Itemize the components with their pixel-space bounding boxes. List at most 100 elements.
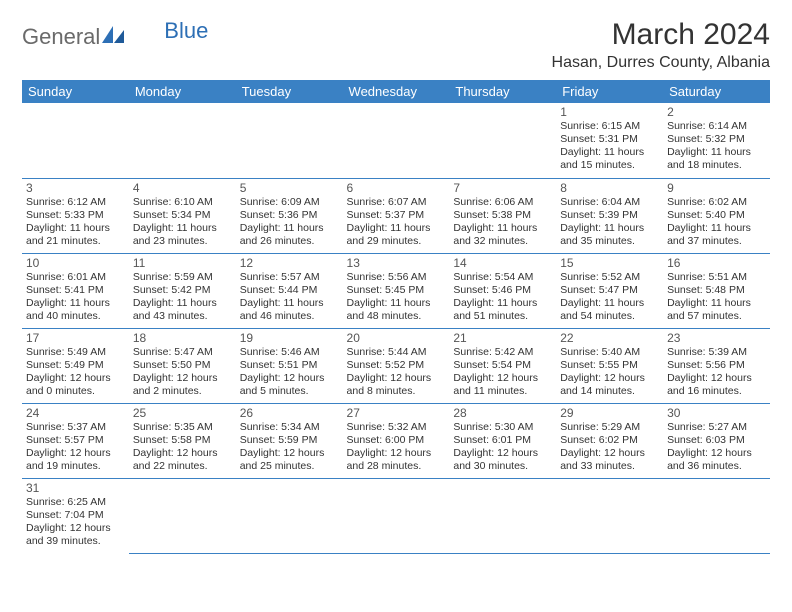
calendar-cell: 19Sunrise: 5:46 AMSunset: 5:51 PMDayligh… <box>236 328 343 403</box>
calendar-row: 10Sunrise: 6:01 AMSunset: 5:41 PMDayligh… <box>22 253 770 328</box>
weekday-header: Sunday <box>22 80 129 103</box>
calendar-cell: 23Sunrise: 5:39 AMSunset: 5:56 PMDayligh… <box>663 328 770 403</box>
calendar-cell: 31Sunrise: 6:25 AMSunset: 7:04 PMDayligh… <box>22 478 129 553</box>
calendar-cell-empty <box>343 478 450 553</box>
day-number: 19 <box>240 331 339 345</box>
logo-sail-icon <box>102 24 124 50</box>
day-info: Sunrise: 6:01 AMSunset: 5:41 PMDaylight:… <box>26 271 125 324</box>
day-number: 3 <box>26 181 125 195</box>
header: General Blue March 2024 Hasan, Durres Co… <box>22 18 770 72</box>
calendar-cell: 22Sunrise: 5:40 AMSunset: 5:55 PMDayligh… <box>556 328 663 403</box>
day-number: 23 <box>667 331 766 345</box>
day-number: 9 <box>667 181 766 195</box>
weekday-header: Friday <box>556 80 663 103</box>
day-info: Sunrise: 6:07 AMSunset: 5:37 PMDaylight:… <box>347 196 446 249</box>
title-block: March 2024 Hasan, Durres County, Albania <box>552 18 770 72</box>
calendar-cell: 16Sunrise: 5:51 AMSunset: 5:48 PMDayligh… <box>663 253 770 328</box>
day-info: Sunrise: 6:14 AMSunset: 5:32 PMDaylight:… <box>667 120 766 173</box>
calendar-cell: 5Sunrise: 6:09 AMSunset: 5:36 PMDaylight… <box>236 178 343 253</box>
weekday-header: Wednesday <box>343 80 450 103</box>
day-number: 13 <box>347 256 446 270</box>
calendar-cell: 8Sunrise: 6:04 AMSunset: 5:39 PMDaylight… <box>556 178 663 253</box>
day-info: Sunrise: 5:56 AMSunset: 5:45 PMDaylight:… <box>347 271 446 324</box>
calendar-cell: 12Sunrise: 5:57 AMSunset: 5:44 PMDayligh… <box>236 253 343 328</box>
day-number: 28 <box>453 406 552 420</box>
day-info: Sunrise: 5:32 AMSunset: 6:00 PMDaylight:… <box>347 421 446 474</box>
day-info: Sunrise: 5:39 AMSunset: 5:56 PMDaylight:… <box>667 346 766 399</box>
weekday-header: Tuesday <box>236 80 343 103</box>
calendar-cell: 11Sunrise: 5:59 AMSunset: 5:42 PMDayligh… <box>129 253 236 328</box>
day-number: 25 <box>133 406 232 420</box>
calendar-row: 17Sunrise: 5:49 AMSunset: 5:49 PMDayligh… <box>22 328 770 403</box>
day-info: Sunrise: 5:37 AMSunset: 5:57 PMDaylight:… <box>26 421 125 474</box>
day-info: Sunrise: 5:54 AMSunset: 5:46 PMDaylight:… <box>453 271 552 324</box>
day-info: Sunrise: 5:57 AMSunset: 5:44 PMDaylight:… <box>240 271 339 324</box>
calendar-cell-empty <box>236 103 343 178</box>
calendar-cell: 3Sunrise: 6:12 AMSunset: 5:33 PMDaylight… <box>22 178 129 253</box>
day-number: 26 <box>240 406 339 420</box>
day-number: 1 <box>560 105 659 119</box>
calendar-cell-empty <box>663 478 770 553</box>
calendar-cell: 18Sunrise: 5:47 AMSunset: 5:50 PMDayligh… <box>129 328 236 403</box>
day-info: Sunrise: 5:51 AMSunset: 5:48 PMDaylight:… <box>667 271 766 324</box>
day-number: 17 <box>26 331 125 345</box>
day-info: Sunrise: 6:25 AMSunset: 7:04 PMDaylight:… <box>26 496 125 549</box>
calendar-cell: 21Sunrise: 5:42 AMSunset: 5:54 PMDayligh… <box>449 328 556 403</box>
calendar-cell: 6Sunrise: 6:07 AMSunset: 5:37 PMDaylight… <box>343 178 450 253</box>
day-info: Sunrise: 5:34 AMSunset: 5:59 PMDaylight:… <box>240 421 339 474</box>
calendar-row: 1Sunrise: 6:15 AMSunset: 5:31 PMDaylight… <box>22 103 770 178</box>
logo-text-general: General <box>22 24 100 50</box>
day-number: 15 <box>560 256 659 270</box>
calendar-cell: 27Sunrise: 5:32 AMSunset: 6:00 PMDayligh… <box>343 403 450 478</box>
logo: General Blue <box>22 18 208 50</box>
day-info: Sunrise: 5:40 AMSunset: 5:55 PMDaylight:… <box>560 346 659 399</box>
calendar-cell-empty <box>129 103 236 178</box>
calendar-cell: 25Sunrise: 5:35 AMSunset: 5:58 PMDayligh… <box>129 403 236 478</box>
calendar-cell: 17Sunrise: 5:49 AMSunset: 5:49 PMDayligh… <box>22 328 129 403</box>
day-number: 8 <box>560 181 659 195</box>
day-number: 16 <box>667 256 766 270</box>
calendar-row: 3Sunrise: 6:12 AMSunset: 5:33 PMDaylight… <box>22 178 770 253</box>
calendar-cell-empty <box>449 103 556 178</box>
calendar-cell-empty <box>343 103 450 178</box>
day-info: Sunrise: 5:35 AMSunset: 5:58 PMDaylight:… <box>133 421 232 474</box>
calendar-cell: 4Sunrise: 6:10 AMSunset: 5:34 PMDaylight… <box>129 178 236 253</box>
day-info: Sunrise: 6:06 AMSunset: 5:38 PMDaylight:… <box>453 196 552 249</box>
day-number: 5 <box>240 181 339 195</box>
day-number: 27 <box>347 406 446 420</box>
day-number: 22 <box>560 331 659 345</box>
calendar-row: 31Sunrise: 6:25 AMSunset: 7:04 PMDayligh… <box>22 478 770 553</box>
day-number: 6 <box>347 181 446 195</box>
calendar-cell-empty <box>236 478 343 553</box>
calendar-cell: 24Sunrise: 5:37 AMSunset: 5:57 PMDayligh… <box>22 403 129 478</box>
calendar-cell: 30Sunrise: 5:27 AMSunset: 6:03 PMDayligh… <box>663 403 770 478</box>
day-info: Sunrise: 5:59 AMSunset: 5:42 PMDaylight:… <box>133 271 232 324</box>
day-number: 2 <box>667 105 766 119</box>
day-info: Sunrise: 6:10 AMSunset: 5:34 PMDaylight:… <box>133 196 232 249</box>
day-info: Sunrise: 5:42 AMSunset: 5:54 PMDaylight:… <box>453 346 552 399</box>
day-number: 10 <box>26 256 125 270</box>
calendar-cell: 1Sunrise: 6:15 AMSunset: 5:31 PMDaylight… <box>556 103 663 178</box>
calendar-cell-empty <box>129 478 236 553</box>
calendar-cell: 13Sunrise: 5:56 AMSunset: 5:45 PMDayligh… <box>343 253 450 328</box>
month-title: March 2024 <box>552 18 770 52</box>
weekday-header-row: Sunday Monday Tuesday Wednesday Thursday… <box>22 80 770 103</box>
location: Hasan, Durres County, Albania <box>552 54 770 72</box>
calendar-cell: 9Sunrise: 6:02 AMSunset: 5:40 PMDaylight… <box>663 178 770 253</box>
day-info: Sunrise: 5:29 AMSunset: 6:02 PMDaylight:… <box>560 421 659 474</box>
day-number: 21 <box>453 331 552 345</box>
calendar-cell: 15Sunrise: 5:52 AMSunset: 5:47 PMDayligh… <box>556 253 663 328</box>
calendar-cell: 20Sunrise: 5:44 AMSunset: 5:52 PMDayligh… <box>343 328 450 403</box>
day-number: 24 <box>26 406 125 420</box>
calendar-table: Sunday Monday Tuesday Wednesday Thursday… <box>22 80 770 554</box>
calendar-row: 24Sunrise: 5:37 AMSunset: 5:57 PMDayligh… <box>22 403 770 478</box>
day-info: Sunrise: 5:30 AMSunset: 6:01 PMDaylight:… <box>453 421 552 474</box>
day-number: 11 <box>133 256 232 270</box>
calendar-body: 1Sunrise: 6:15 AMSunset: 5:31 PMDaylight… <box>22 103 770 553</box>
weekday-header: Thursday <box>449 80 556 103</box>
calendar-cell: 10Sunrise: 6:01 AMSunset: 5:41 PMDayligh… <box>22 253 129 328</box>
logo-text-blue: Blue <box>164 18 208 44</box>
weekday-header: Monday <box>129 80 236 103</box>
day-info: Sunrise: 5:52 AMSunset: 5:47 PMDaylight:… <box>560 271 659 324</box>
weekday-header: Saturday <box>663 80 770 103</box>
